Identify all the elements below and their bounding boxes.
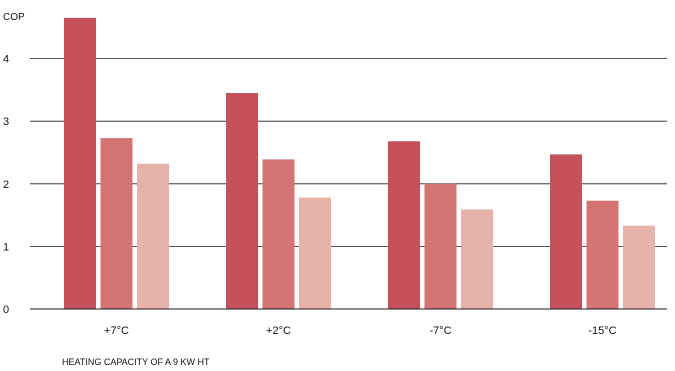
y-tick-label: 3 (3, 116, 9, 128)
bar (299, 197, 331, 309)
bar (100, 138, 133, 309)
bar (623, 225, 655, 309)
y-axis-title: COP (3, 12, 25, 23)
x-tick-label: +7°C (104, 325, 129, 337)
x-tick-label: +2°C (266, 325, 291, 337)
chart-caption: HEATING CAPACITY OF A 9 KW HT (62, 357, 210, 367)
bar (461, 209, 493, 309)
bar (137, 163, 169, 309)
y-tick-label: 0 (3, 304, 9, 316)
x-tick-label: -15°C (588, 325, 616, 337)
x-tick-label: -7°C (429, 325, 451, 337)
bar (388, 141, 420, 309)
bar (424, 183, 457, 309)
bar (586, 200, 619, 309)
y-tick-label: 2 (3, 179, 9, 191)
bars (64, 17, 655, 309)
bar (550, 154, 582, 309)
bar (262, 159, 295, 309)
y-tick-label: 4 (3, 54, 9, 66)
axes: COP 0 1 2 3 4 +7°C +2°C -7°C -15°C (3, 12, 667, 337)
bar (64, 17, 96, 309)
y-tick-label: 1 (3, 241, 9, 253)
bar (226, 93, 258, 309)
